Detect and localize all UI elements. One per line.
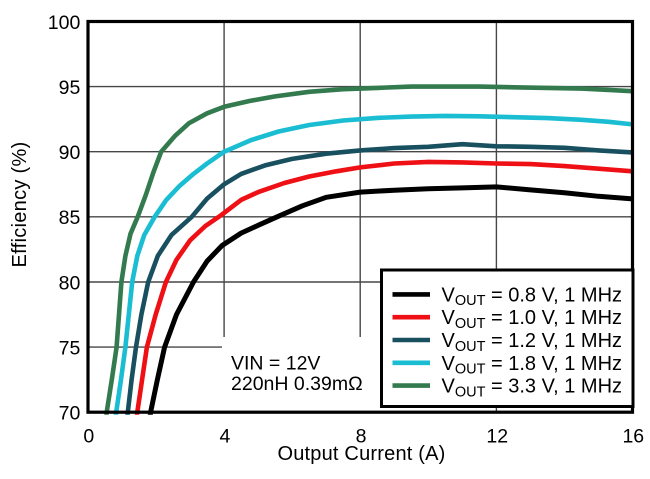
svg-text:VOUT = 0.8 V, 1 MHz: VOUT = 0.8 V, 1 MHz: [442, 284, 623, 309]
svg-text:90: 90: [59, 142, 81, 164]
svg-text:95: 95: [59, 77, 81, 99]
svg-text:70: 70: [59, 403, 81, 425]
svg-text:8: 8: [356, 425, 367, 447]
svg-text:80: 80: [59, 272, 81, 294]
svg-text:VOUT = 1.8 V, 1 MHz: VOUT = 1.8 V, 1 MHz: [442, 353, 623, 378]
svg-text:Efficiency (%): Efficiency (%): [9, 141, 31, 267]
svg-text:100: 100: [48, 12, 81, 34]
svg-text:85: 85: [59, 207, 81, 229]
svg-text:12: 12: [486, 425, 508, 447]
svg-text:VIN = 12V: VIN = 12V: [231, 353, 320, 375]
svg-text:Output Current (A): Output Current (A): [277, 443, 445, 465]
svg-text:0: 0: [83, 425, 94, 447]
svg-text:220nH 0.39mΩ: 220nH 0.39mΩ: [231, 373, 363, 395]
svg-text:16: 16: [622, 425, 644, 447]
svg-text:4: 4: [219, 425, 230, 447]
svg-text:75: 75: [59, 337, 81, 359]
svg-text:VOUT = 1.2 V, 1 MHz: VOUT = 1.2 V, 1 MHz: [442, 330, 623, 355]
